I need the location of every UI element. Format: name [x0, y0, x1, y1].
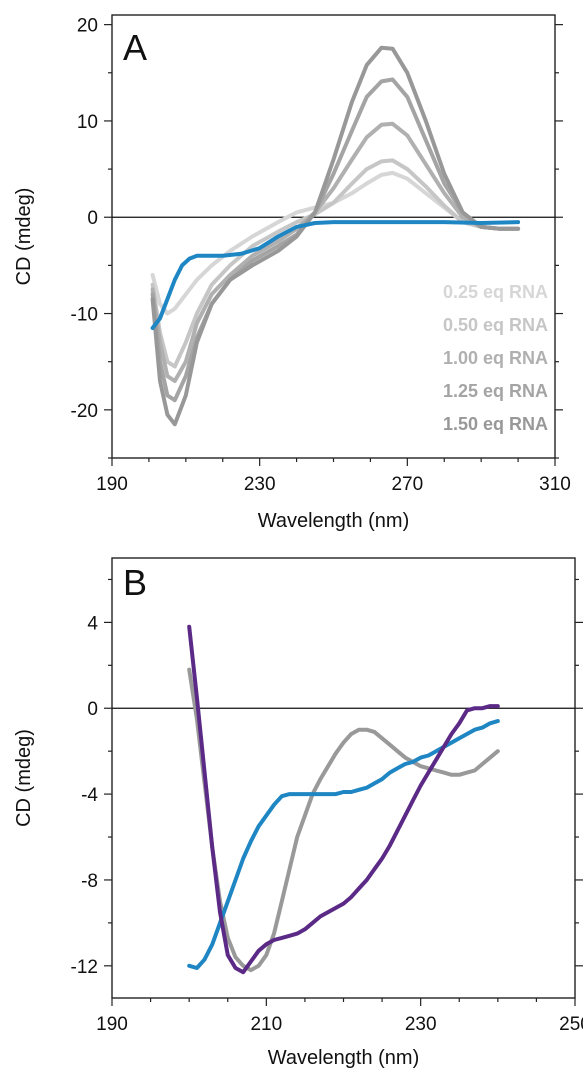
x-axis-title: Wavelength (nm)	[258, 510, 410, 532]
chart-panel-a: 20 10 0 -10 -20 190 230 270 310 A Wavelength (nm) C…	[13, 14, 571, 532]
series-line-3	[150, 77, 521, 403]
x-axis-title: Wavelength (nm)	[268, 1047, 420, 1069]
y-tick-label: 20	[77, 16, 98, 37]
x-tick-label: 190	[96, 474, 128, 495]
legend-entry: 1.50 eq RNA	[443, 414, 548, 434]
x-tick-label: 230	[405, 1014, 437, 1035]
x-tick-label: 310	[539, 474, 571, 495]
series-line-2	[187, 624, 500, 975]
series-line-2	[150, 121, 521, 383]
x-tick-label: 190	[96, 1014, 128, 1035]
x-tick-label: 250	[559, 1014, 583, 1035]
chart-panel-b: 4 0 -4 -8 -12 190 210 230 250 B Wavelength (nm) CD …	[13, 557, 583, 1069]
y-tick-label: 4	[87, 613, 98, 634]
panel-label: B	[123, 562, 147, 603]
series-line-0	[187, 667, 500, 973]
legend-entry: 0.25 eq RNA	[443, 282, 548, 302]
y-tick-label: 0	[87, 208, 98, 229]
y-tick-label: -10	[71, 305, 98, 326]
series-line-1	[150, 158, 521, 369]
y-tick-label: -8	[81, 871, 98, 892]
y-axis-title: CD (mdeg)	[13, 188, 35, 286]
y-tick-label: 0	[87, 699, 98, 720]
y-tick-label: -4	[81, 785, 98, 806]
plot-frame	[111, 557, 576, 999]
series-line-4	[150, 45, 521, 427]
series-line-1	[187, 719, 500, 970]
legend-entry: 1.25 eq RNA	[443, 381, 548, 401]
y-axis-title: CD (mdeg)	[13, 729, 35, 827]
legend-entry: 1.00 eq RNA	[443, 348, 548, 368]
y-tick-label: -20	[71, 401, 98, 422]
series-line-5	[150, 220, 521, 330]
x-tick-label: 270	[391, 474, 423, 495]
x-tick-label: 210	[250, 1014, 282, 1035]
x-tick-label: 230	[244, 474, 276, 495]
y-tick-label: -12	[71, 957, 98, 978]
legend-entry: 0.50 eq RNA	[443, 315, 548, 335]
y-tick-label: 10	[77, 112, 98, 133]
panel-label: A	[123, 27, 147, 68]
